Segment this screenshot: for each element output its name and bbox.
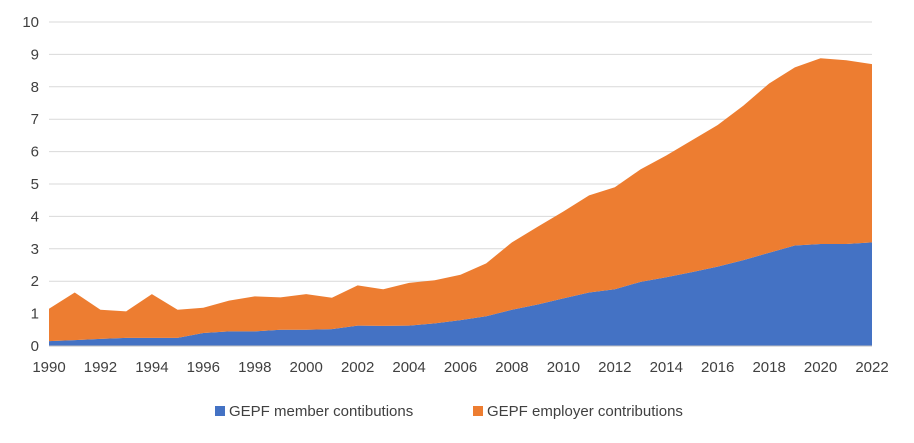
legend: GEPF member contibutions GEPF employer co…	[215, 403, 683, 420]
y-tick-label: 1	[31, 306, 39, 323]
x-tick-label: 2002	[341, 359, 374, 376]
area-series-employer-contributions	[49, 58, 872, 342]
plot-areas	[49, 58, 872, 346]
y-tick-labels: 0 1 2 3 4 5 6 7 8 9 10	[22, 14, 39, 355]
area-series-member-contributions	[49, 242, 872, 346]
x-tick-label: 1990	[32, 359, 65, 376]
x-tick-label: 1994	[135, 359, 168, 376]
y-tick-label: 0	[31, 338, 39, 355]
x-tick-label: 2000	[290, 359, 323, 376]
legend-label-employer: GEPF employer contributions	[487, 403, 683, 420]
y-tick-label: 6	[31, 144, 39, 161]
x-tick-label: 2006	[444, 359, 477, 376]
legend-swatch-employer	[473, 406, 483, 416]
y-tick-label: 8	[31, 79, 39, 96]
x-tick-label: 2022	[855, 359, 888, 376]
legend-label-member: GEPF member contibutions	[229, 403, 413, 420]
x-tick-label: 2016	[701, 359, 734, 376]
x-tick-label: 1996	[187, 359, 220, 376]
x-tick-label: 2010	[547, 359, 580, 376]
legend-swatch-member	[215, 406, 225, 416]
x-tick-label: 2014	[650, 359, 683, 376]
y-tick-label: 10	[22, 14, 39, 31]
x-tick-label: 2012	[598, 359, 631, 376]
x-tick-label: 2004	[392, 359, 425, 376]
x-tick-labels: 1990 1992 1994 1996 1998 2000 2002 2004 2006 2008…	[32, 359, 888, 376]
x-tick-label: 1992	[84, 359, 117, 376]
x-tick-label: 2020	[804, 359, 837, 376]
y-tick-label: 2	[31, 273, 39, 290]
y-tick-label: 3	[31, 241, 39, 258]
y-tick-label: 7	[31, 111, 39, 128]
y-tick-label: 5	[31, 176, 39, 193]
x-tick-label: 2018	[752, 359, 785, 376]
x-tick-label: 1998	[238, 359, 271, 376]
y-tick-label: 9	[31, 46, 39, 63]
y-tick-label: 4	[31, 208, 39, 225]
x-tick-label: 2008	[495, 359, 528, 376]
